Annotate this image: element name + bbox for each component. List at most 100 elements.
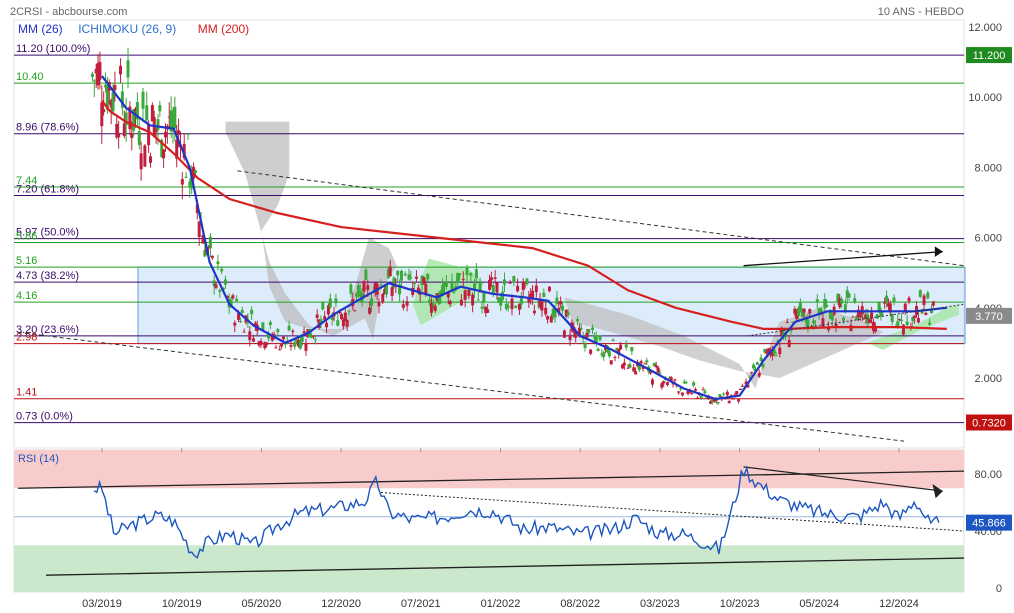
candle-body [175,140,179,159]
candle-body [761,363,765,368]
candle-body [669,377,673,381]
candle-body [379,285,383,287]
trendline-arrow [743,250,943,267]
rsi-last-value-bg [966,514,1012,531]
candle-body [701,389,705,391]
rsi-overbought-zone [14,450,964,489]
candle-body [469,273,473,276]
indicator-legend: MM (26) ICHIMOKU (26, 9) MM (200) [18,22,249,36]
candle-body [901,324,905,335]
candle-body [752,364,756,369]
candle-body [907,297,911,302]
candle-body [583,343,587,349]
candle-body [349,284,353,294]
candle-body [407,274,411,280]
candle-body [804,317,808,323]
candle-body [473,283,477,291]
candle-body [134,108,138,112]
candle-body [686,390,690,395]
candle-body [922,295,926,305]
level-label-7: 5.16 [16,255,37,267]
min-price-label-bg [966,414,1012,431]
candle-body [426,273,430,280]
candle-body [420,275,424,285]
candle-body [785,322,789,324]
candle-body [304,343,308,351]
candle-body [841,317,845,321]
candle-body [813,326,817,328]
candle-body [416,287,420,294]
candle-body [488,279,492,290]
candle-body [356,285,360,294]
candle-body [836,293,840,302]
candle-body [553,308,557,318]
rsi-line [93,465,940,559]
candle-body [667,378,671,380]
candle-body [634,371,638,375]
candle-body [856,309,860,317]
candle-body [336,320,340,326]
candle-body [261,322,265,330]
candle-body [617,348,621,355]
candle-body [819,308,823,314]
candle-body [649,371,653,374]
candle-body [287,325,291,331]
candle-body [862,316,866,318]
candle-body [855,316,859,321]
candle-body [437,294,441,304]
candle-body [340,314,344,319]
candle-body [441,285,445,296]
rsi-oversold-zone [14,545,964,592]
candle-body [656,367,660,373]
candle-body [767,348,771,352]
candle-body [323,316,327,320]
candle-body [727,401,731,404]
legend-item-1: ICHIMOKU (26, 9) [78,22,176,36]
candle-body [502,279,506,285]
candle-body [920,311,924,314]
candle-body [491,285,495,293]
candle-body [272,333,276,335]
candle-body [517,303,521,310]
candle-body [718,394,722,398]
candle-body [319,319,323,324]
candle-body [370,298,374,306]
candle-body [892,297,896,303]
candle-body [694,389,698,391]
candle-body [111,92,115,112]
candle-body [429,303,433,313]
candle-body [250,309,254,315]
candle-body [139,153,143,170]
candle-body [328,298,332,308]
price-y-tick-5: 12.000 [968,22,1002,34]
candle-body [326,305,330,315]
candle-body [117,132,121,138]
candle-body [135,102,139,120]
x-tick-label-0: 03/2019 [82,598,122,610]
candle-body [838,298,842,308]
x-tick-label-10: 12/2024 [879,598,919,610]
candle-body [278,349,282,351]
candle-body [755,362,759,365]
candle-body [347,310,351,312]
candle-body [725,391,729,396]
candle-body [231,295,235,299]
candle-body [96,63,100,86]
candle-body [289,345,293,347]
x-tick-label-2: 05/2020 [242,598,282,610]
candle-body [680,392,684,396]
candle-body [476,299,480,301]
candle-body [493,277,497,279]
candle-body [692,382,696,386]
candle-body [519,298,523,305]
candle-body [630,346,634,352]
candle-body [499,299,503,306]
rsi-last-value-label: 45.866 [972,518,1006,530]
candle-body [673,379,677,381]
candle-body [791,321,795,323]
candle-body [512,276,516,283]
candle-body [740,385,744,387]
level-label-6: 5.86 [16,231,37,243]
candle-body [645,360,649,363]
candle-body [353,310,357,312]
